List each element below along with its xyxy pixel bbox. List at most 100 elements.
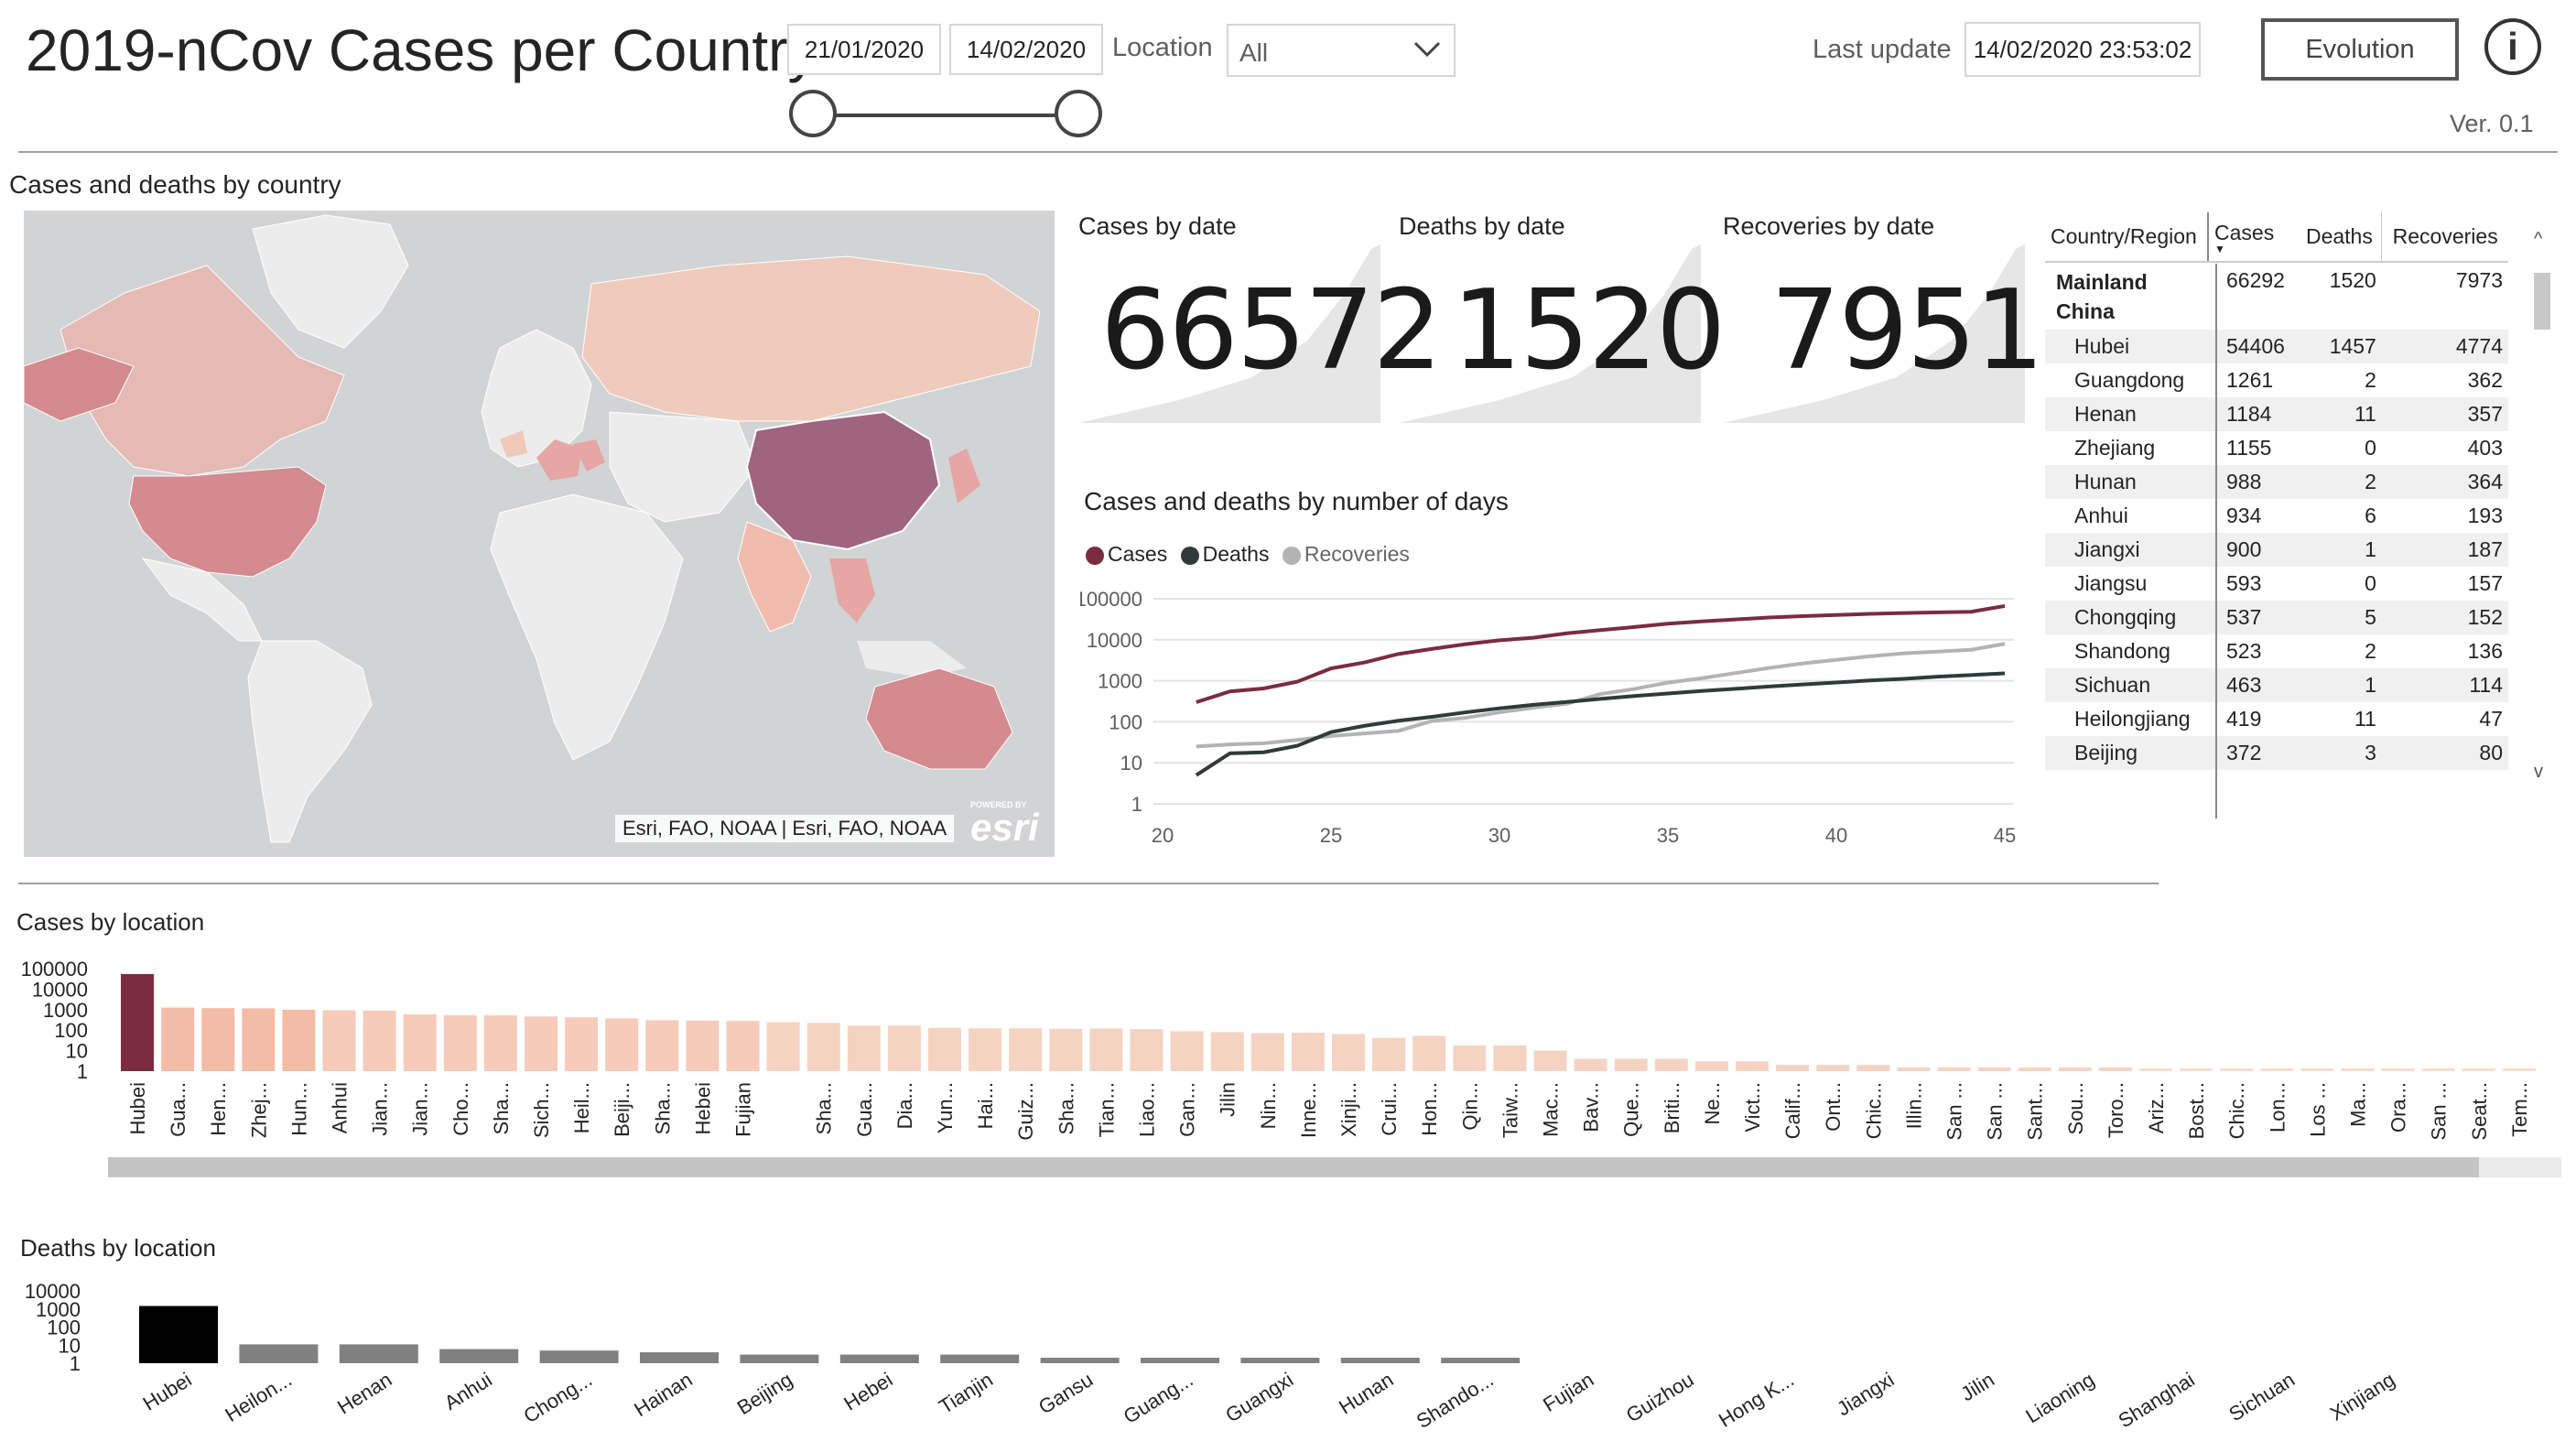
- x-tick-label: 35: [1657, 824, 1679, 842]
- deaths-bar-label: Sichuan: [2224, 1368, 2299, 1425]
- cases-bar-label: Gan...: [1176, 1082, 1199, 1137]
- cases-bar: [2139, 1068, 2172, 1071]
- africa-shape: [490, 493, 684, 761]
- deaths-bar-label: Fujian: [1539, 1368, 1597, 1416]
- cases-bar: [605, 1018, 639, 1071]
- table-header-cases[interactable]: Cases ▼: [2206, 212, 2298, 263]
- table-row[interactable]: Henan 1184 11 357: [2045, 397, 2508, 431]
- line-chart[interactable]: 100000 10000 1000 100 10 1 20 25 30 35 40 45: [1080, 577, 2023, 842]
- cases-bar: [525, 1016, 557, 1071]
- alaska-shape: [24, 347, 135, 422]
- cases-bar: [1372, 1037, 1406, 1071]
- last-update-label: Last update: [1813, 35, 1952, 64]
- cases-bar-label: Dia...: [893, 1082, 916, 1129]
- table-row[interactable]: Hunan 988 2 364: [2045, 465, 2508, 499]
- russia-shape: [581, 255, 1041, 422]
- kpi-deaths-title: Deaths by date: [1399, 212, 1565, 240]
- table-row[interactable]: Hubei 54406 1457 4774: [2045, 330, 2508, 363]
- table-scrollbar-thumb[interactable]: [2534, 273, 2550, 330]
- cases-bar-label: Cho...: [449, 1082, 472, 1136]
- table-row[interactable]: Chongqing 537 5 152: [2045, 601, 2508, 634]
- table-cell-deaths: 2: [2365, 368, 2376, 392]
- cases-bar: [1614, 1058, 1648, 1071]
- table-row[interactable]: Jiangxi 900 1 187: [2045, 533, 2508, 567]
- table-cell-deaths: 1: [2365, 537, 2376, 561]
- table-scroll-down-icon[interactable]: v: [2534, 762, 2543, 782]
- location-dropdown[interactable]: All: [1227, 24, 1456, 77]
- table-row[interactable]: Shandong 523 2 136: [2045, 634, 2508, 668]
- table-cell-name: Heilongjiang: [2074, 707, 2191, 731]
- cases-scrollbar-thumb[interactable]: [108, 1157, 2479, 1177]
- line-chart-legend: Cases Deaths Recoveries: [1086, 542, 1410, 567]
- world-map[interactable]: Esri, FAO, NOAA | Esri, FAO, NOAA POWERE…: [24, 211, 1055, 857]
- cases-bar-label: Vict...: [1741, 1082, 1764, 1132]
- date-end-input[interactable]: 14/02/2020: [949, 24, 1103, 75]
- table-header-country[interactable]: Country/Region: [2045, 212, 2208, 263]
- table-cell-cases: 1261: [2226, 368, 2274, 392]
- table-row[interactable]: Anhui 934 6 193: [2045, 499, 2508, 533]
- se-asia-shape: [829, 558, 875, 623]
- table-row[interactable]: Mainland China 66292 1520 7973: [2045, 262, 2508, 330]
- x-tick-label: 40: [1825, 824, 1847, 842]
- cases-bar: [1412, 1035, 1446, 1071]
- cases-bar: [282, 1009, 316, 1071]
- table-header-deaths[interactable]: Deaths: [2297, 212, 2382, 263]
- table-cell-recoveries: 364: [2467, 470, 2503, 493]
- cases-bar: [2462, 1068, 2495, 1071]
- version-label: Ver. 0.1: [2450, 110, 2534, 137]
- cases-bar-label: Hebei: [691, 1082, 714, 1134]
- legend-recoveries: Recoveries: [1304, 542, 1410, 566]
- table-row[interactable]: Jiangsu 593 0 157: [2045, 567, 2508, 601]
- table-scroll-up-icon[interactable]: ^: [2534, 229, 2543, 249]
- deaths-bar-label: Hunan: [1335, 1368, 1397, 1419]
- cases-bar: [1130, 1029, 1164, 1071]
- series-line-cases: [1196, 603, 2006, 704]
- deaths-bar: [539, 1350, 619, 1363]
- table-cell-recoveries: 136: [2467, 639, 2503, 663]
- table-cell-cases: 463: [2226, 673, 2262, 697]
- header-divider: [18, 151, 2558, 153]
- cases-bar: [645, 1020, 679, 1071]
- cases-bar: [1533, 1050, 1567, 1071]
- date-slider-track[interactable]: [813, 114, 1078, 117]
- table-row[interactable]: Zhejiang 1155 0 403: [2045, 431, 2508, 465]
- y-tick-label: 100: [47, 1317, 81, 1339]
- cases-bar-label: Bost...: [2185, 1082, 2208, 1139]
- kpi-cases: Cases by date 66572: [1069, 212, 1443, 432]
- deaths-bar-label: Heilon...: [221, 1368, 296, 1426]
- deaths-bar-label: Hong K...: [1715, 1368, 1798, 1432]
- table-cell-deaths: 0: [2365, 571, 2376, 595]
- canada-shape: [60, 265, 345, 477]
- table-cell-recoveries: 4774: [2455, 334, 2503, 358]
- deaths-bar-label: Hebei: [839, 1368, 896, 1415]
- table-row[interactable]: Sichuan 463 1 114: [2045, 668, 2508, 702]
- deaths-bar: [139, 1306, 218, 1363]
- table-cell-name: Shandong: [2074, 639, 2170, 663]
- evolution-button[interactable]: Evolution: [2261, 18, 2459, 81]
- table-cell-name: Jiangsu: [2074, 571, 2148, 595]
- date-slider-end-handle[interactable]: [1055, 90, 1102, 137]
- info-icon[interactable]: i: [2484, 18, 2541, 75]
- table-cell-deaths: 0: [2365, 436, 2376, 460]
- table-row[interactable]: Guangdong 1261 2 362: [2045, 363, 2508, 397]
- deaths-bar: [439, 1349, 519, 1363]
- deaths-bar: [1240, 1358, 1320, 1363]
- table-cell-name: Chongqing: [2074, 605, 2177, 629]
- japan-shape: [948, 449, 980, 504]
- date-start-input[interactable]: 21/01/2020: [787, 24, 941, 75]
- deaths-bar-label: Gansu: [1034, 1368, 1097, 1419]
- date-slider-start-handle[interactable]: [789, 90, 837, 137]
- table-row[interactable]: Beijing 372 3 80: [2045, 736, 2508, 770]
- cases-bar-label: Sha...: [490, 1082, 513, 1134]
- chevron-down-icon: [1413, 41, 1441, 58]
- table-header-recoveries[interactable]: Recoveries: [2381, 212, 2508, 263]
- legend-cases: Cases: [1108, 542, 1168, 566]
- cases-bar: [1089, 1028, 1123, 1071]
- cases-table[interactable]: Country/Region Cases ▼ Deaths Recoveries …: [2045, 212, 2512, 820]
- table-cell-deaths: 3: [2365, 741, 2376, 764]
- cases-bar-label: Jilin: [1217, 1082, 1239, 1117]
- table-cell-recoveries: 152: [2467, 605, 2503, 629]
- table-row[interactable]: Heilongjiang 419 11 47: [2045, 702, 2508, 736]
